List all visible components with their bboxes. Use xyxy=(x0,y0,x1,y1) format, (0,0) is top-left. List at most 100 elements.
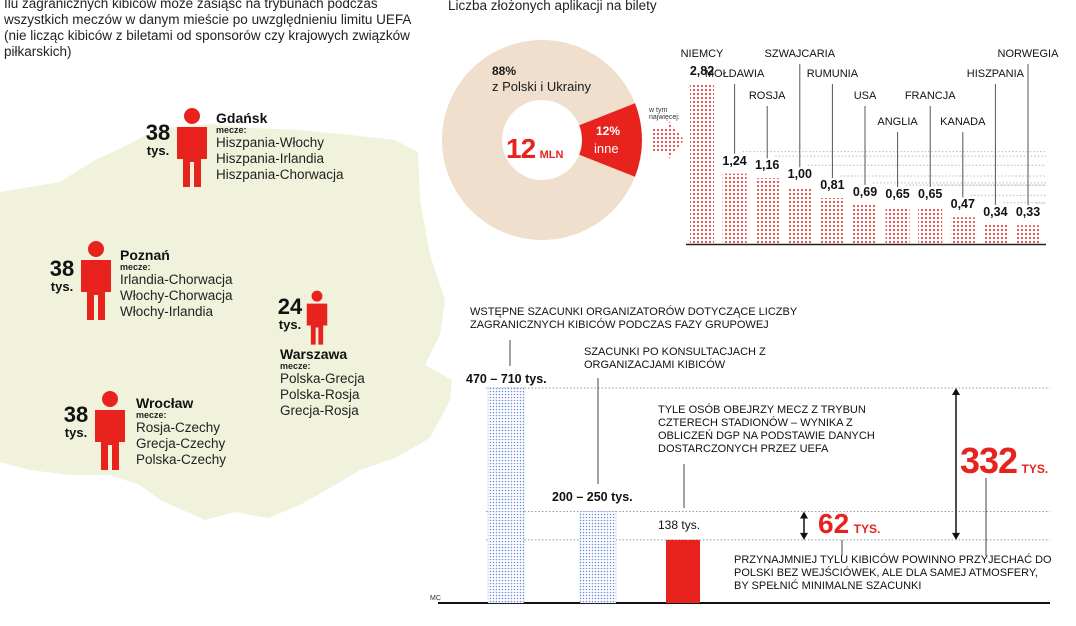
diff-small-arrow-icon-head xyxy=(800,511,808,519)
bar-value-label: 0,69 xyxy=(852,184,878,199)
estimate-label-3: 138 tys. xyxy=(658,518,701,532)
diff-small: 62 TYS. xyxy=(818,508,880,540)
estimate-bar-outline xyxy=(487,387,525,604)
country-bar xyxy=(755,178,780,244)
note-dgp: TYLE OSÓB OBEJRZY MECZ Z TRYBUN CZTERECH… xyxy=(658,404,875,455)
diff-large: 332 TYS. xyxy=(960,440,1048,482)
pie-center-hole xyxy=(502,100,582,180)
country-bar xyxy=(722,173,747,244)
diff-small-arrow-icon-head xyxy=(800,532,808,540)
city-wroclaw: Wrocław mecze: Rosja-Czechy Grecja-Czech… xyxy=(136,395,226,468)
city-number: 24 xyxy=(277,294,303,319)
country-label: NORWEGIA xyxy=(997,48,1059,60)
person-icon xyxy=(306,290,328,345)
diff-large-unit: TYS. xyxy=(1021,462,1049,476)
pie-slice-label-other: inne xyxy=(594,141,619,156)
estimate-bar xyxy=(488,388,524,603)
diff-large-number: 332 xyxy=(960,440,1018,481)
pie-arrow-label: w tym najwięcej: xyxy=(649,107,680,121)
estimates-chart xyxy=(438,340,1050,604)
credit: MC xyxy=(430,595,441,602)
country-label: NIEMCY xyxy=(680,48,724,60)
pie-arrow xyxy=(652,120,684,160)
note-bottom: PRZYNAJMNIEJ TYLU KIBICÓW POWINNO PRZYJE… xyxy=(734,554,1052,592)
intro-text: Ilu zagranicznych kibiców może zasiąść n… xyxy=(4,0,411,59)
bar-value-label: 0,65 xyxy=(918,187,943,202)
city-gdansk: Gdańsk mecze: Hiszpania-Włochy Hiszpania… xyxy=(216,110,344,183)
city-wroclaw-count: 38 tys. xyxy=(58,404,94,440)
city-warszawa: Warszawa mecze: Polska-Grecja Polska-Ros… xyxy=(280,346,365,419)
dotted-arrow-icon xyxy=(652,120,684,160)
pie-center-number: 12 xyxy=(506,133,536,164)
estimates-marks xyxy=(438,340,1050,604)
diff-large-arrow-icon-head xyxy=(952,532,960,540)
pie-slice-label-main-value: 88% xyxy=(492,64,517,78)
match-item: Grecja-Czechy xyxy=(136,436,226,451)
country-label: FRANCJA xyxy=(904,90,956,102)
country-label: ROSJA xyxy=(748,90,786,102)
matches-label: mecze: xyxy=(120,262,151,272)
estimate-label-2: 200 – 250 tys. xyxy=(552,490,633,504)
match-item: Grecja-Rosja xyxy=(280,403,359,418)
city-unit: tys. xyxy=(146,143,170,158)
diff-large-arrow-icon-head xyxy=(952,388,960,395)
diff-small-unit: TYS. xyxy=(853,522,881,536)
city-name: Poznań xyxy=(120,247,170,263)
match-item: Hiszpania-Włochy xyxy=(216,135,325,150)
country-label: KANADA xyxy=(940,116,986,128)
country-bar xyxy=(1016,225,1040,244)
estimate-bar xyxy=(666,539,700,603)
city-number: 38 xyxy=(49,256,75,281)
person-icon xyxy=(95,391,125,470)
pie-center-total: 12 MLN xyxy=(506,133,563,165)
person-icon xyxy=(177,108,207,187)
city-unit: tys. xyxy=(50,279,74,294)
country-bar xyxy=(885,207,910,244)
country-bar xyxy=(787,187,812,244)
diff-small-number: 62 xyxy=(818,508,850,539)
city-number: 38 xyxy=(63,402,89,427)
pie-slice-other xyxy=(542,103,642,177)
match-item: Hiszpania-Chorwacja xyxy=(216,167,344,182)
bar-value-label: 1,16 xyxy=(755,158,780,173)
match-item: Polska-Czechy xyxy=(136,452,227,467)
match-item: Włochy-Irlandia xyxy=(120,304,214,319)
country-label: HISZPANIA xyxy=(966,68,1025,80)
bar-value-label: 1,24 xyxy=(722,153,747,168)
city-name: Wrocław xyxy=(136,395,194,411)
bar-value-label: 2,82 xyxy=(689,64,715,78)
country-label: SZWAJCARIA xyxy=(764,48,836,60)
pie-slice-label-other-value: 12% xyxy=(596,124,621,138)
bar-value-label: 0,47 xyxy=(950,197,975,212)
country-bar xyxy=(690,84,714,244)
note-organizers: WSTĘPNE SZACUNKI ORGANIZATORÓW DOTYCZĄCE… xyxy=(470,306,797,331)
pie-center-unit: MLN xyxy=(539,149,564,161)
bar-value-label: 0,33 xyxy=(1015,205,1041,220)
country-bar xyxy=(820,198,845,244)
country-label: USA xyxy=(853,90,877,102)
city-warszawa-count: 24 tys. xyxy=(272,296,308,332)
match-item: Irlandia-Chorwacja xyxy=(120,272,233,287)
city-number: 38 xyxy=(145,120,171,145)
bar-value-label: 0,81 xyxy=(820,178,845,193)
match-item: Hiszpania-Irlandia xyxy=(216,151,325,166)
country-bar xyxy=(983,224,1008,244)
country-label: ANGLIA xyxy=(877,116,918,128)
bar-value-label: 0,65 xyxy=(885,187,910,202)
poland-map xyxy=(0,124,452,520)
estimate-bar-outline xyxy=(579,511,617,604)
applications-chart xyxy=(441,39,1046,246)
city-poznan-count: 38 tys. xyxy=(44,258,80,294)
pie-slice-label-main: z Polski i Ukrainy xyxy=(492,79,591,94)
country-bar xyxy=(918,207,943,244)
city-poznan: Poznań mecze: Irlandia-Chorwacja Włochy-… xyxy=(120,247,233,320)
estimate-bar xyxy=(580,511,616,603)
estimate-label-1: 470 – 710 tys. xyxy=(466,372,547,386)
country-bar xyxy=(950,217,975,244)
person-icon xyxy=(81,241,111,320)
match-item: Polska-Grecja xyxy=(280,371,365,386)
note-consultations: SZACUNKI PO KONSULTACJACH Z ORGANIZACJAM… xyxy=(584,346,766,371)
matches-label: mecze: xyxy=(136,410,167,420)
city-unit: tys. xyxy=(278,317,302,332)
bar-value-label: 0,34 xyxy=(983,204,1008,219)
